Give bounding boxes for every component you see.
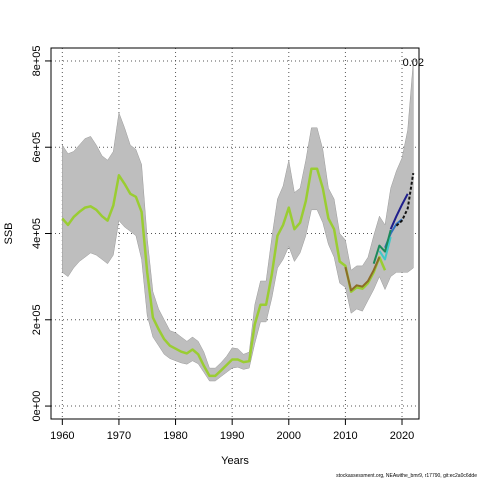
confidence-band-layer [62, 60, 414, 382]
series-line-1 [389, 193, 409, 230]
x-tick-label: 1970 [107, 430, 131, 442]
x-tick-label: 1980 [163, 430, 187, 442]
grid-lines [51, 48, 419, 419]
x-tick-label: 1960 [50, 430, 74, 442]
y-tick-label: 2e+05 [31, 304, 43, 335]
x-tick-label: 1990 [220, 430, 244, 442]
x-axis-title: Years [221, 455, 249, 467]
x-tick-label: 2010 [333, 430, 357, 442]
x-tick-label: 2020 [390, 430, 414, 442]
series-line-4 [372, 229, 392, 265]
x-tick-label: 2000 [277, 430, 301, 442]
footer-source: stockassessment.org, NEAwithe_bmr9, r177… [336, 473, 477, 479]
y-tick-label: 0e+00 [31, 391, 43, 422]
series-layer [61, 167, 415, 378]
y-axis-title: SSB [3, 222, 15, 244]
series-line-3 [378, 236, 392, 261]
confidence-band [62, 60, 414, 382]
y-tick-label: 8e+05 [31, 45, 43, 76]
series-line-0 [61, 167, 387, 378]
final-year-annotation: 0.02 [403, 57, 424, 69]
x-axis: 1960 1970 1980 1990 2000 2010 2020 [50, 419, 414, 442]
series-line-5 [344, 256, 381, 292]
y-axis: 0e+00 2e+05 4e+05 6e+05 8e+05 [31, 45, 51, 422]
y-tick-label: 4e+05 [31, 218, 43, 249]
y-tick-label: 6e+05 [31, 132, 43, 163]
